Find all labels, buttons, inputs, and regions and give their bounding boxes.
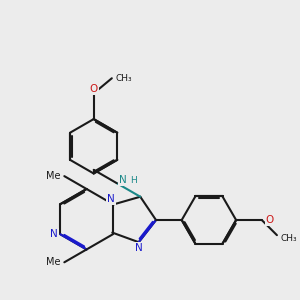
Text: N: N — [135, 243, 142, 253]
Text: Me: Me — [46, 171, 60, 181]
Text: N: N — [119, 175, 127, 185]
Text: CH₃: CH₃ — [116, 74, 132, 83]
Text: H: H — [130, 176, 137, 185]
Text: O: O — [90, 84, 98, 94]
Text: N: N — [50, 229, 58, 239]
Text: CH₃: CH₃ — [280, 234, 297, 243]
Text: N: N — [107, 194, 115, 204]
Text: O: O — [266, 215, 274, 225]
Text: Me: Me — [46, 257, 60, 267]
